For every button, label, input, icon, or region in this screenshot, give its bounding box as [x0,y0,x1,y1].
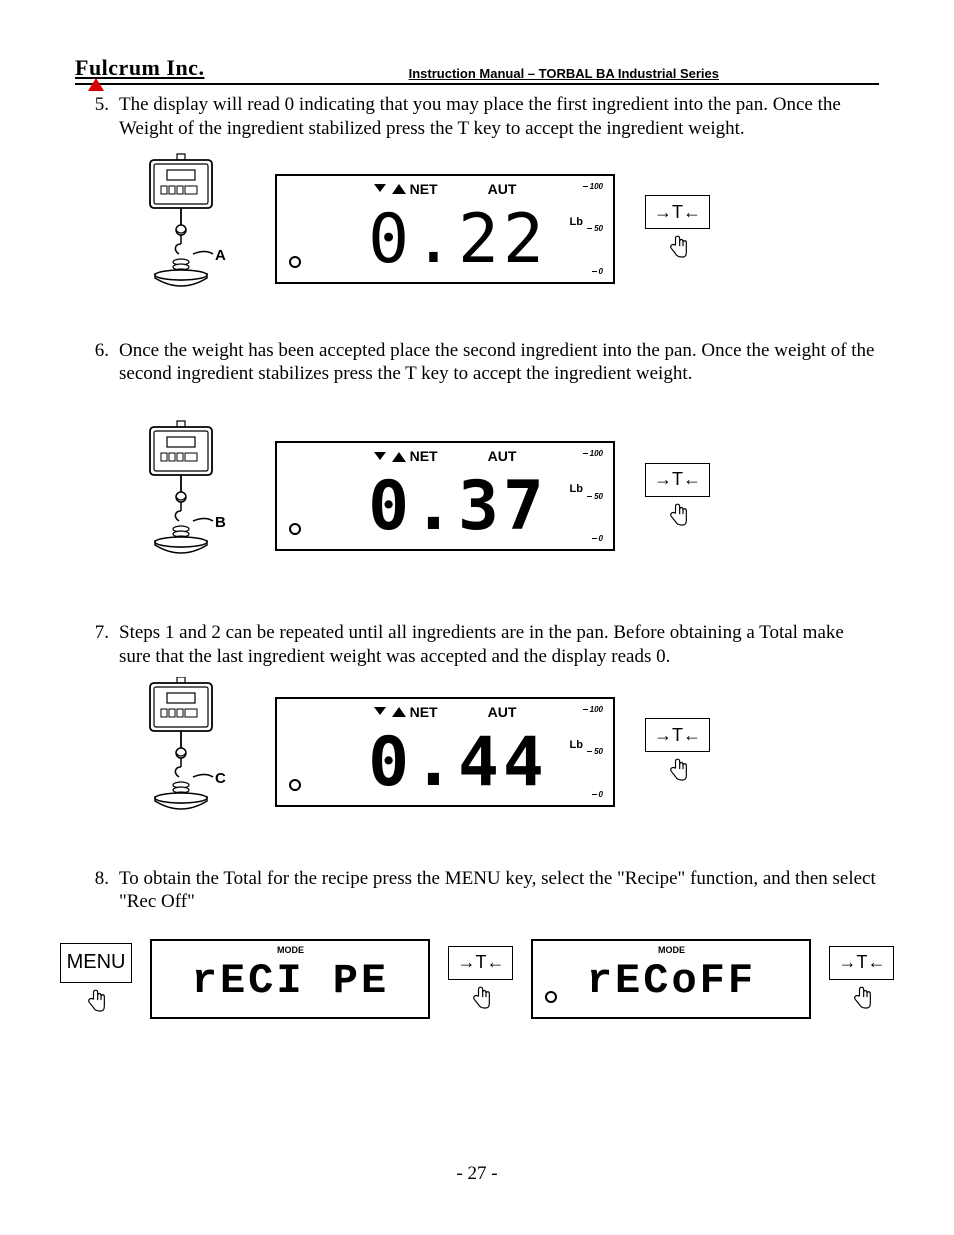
lcd-scale-bar: 100 50 0 [583,449,603,544]
step-text: Once the weight has been accepted place … [119,339,879,387]
lcd-display: NET AUT 100 50 0 Lb 0.22 [275,174,615,284]
lcd-display: MODE rECoFF [531,939,811,1019]
page-number: - 27 - [456,1163,497,1185]
press-hand-icon [466,983,496,1013]
stable-indicator-icon [289,779,301,791]
net-triangle-icon [392,707,406,717]
press-hand-icon [81,986,111,1016]
svg-text:0.22: 0.22 [368,204,548,274]
aut-label: AUT [488,181,517,199]
unit-label: Lb [570,739,583,753]
scale-label: B [215,514,226,531]
stable-triangle-icon [374,452,388,462]
aut-label: AUT [488,448,517,466]
lcd-display: NET AUT 100 50 0 Lb 0.37 [275,441,615,551]
press-hand-icon [663,755,693,785]
stable-triangle-icon [374,184,388,194]
stable-indicator-icon [545,991,557,1003]
menu-button[interactable]: MENU [60,943,133,983]
lcd-scale-bar: 100 50 0 [583,705,603,800]
step-number: 7. [75,621,119,669]
lcd-value: 0.44 [358,727,558,797]
marker-triangle-icon [88,78,104,91]
lcd-display: MODE rECI PE [150,939,430,1019]
lcd-menu-value: rECI PE [192,955,389,1008]
step-text: The display will read 0 indicating that … [119,93,879,141]
net-triangle-icon [392,452,406,462]
unit-label: Lb [570,483,583,497]
net-label: NET [410,448,438,466]
press-hand-icon [663,500,693,530]
lcd-display: NET AUT 100 50 0 Lb 0.44 [275,697,615,807]
svg-text:0.44: 0.44 [368,727,548,797]
press-hand-icon [663,232,693,262]
tare-button[interactable]: →T← [829,946,894,980]
lcd-menu-value: rECoFF [587,955,756,1008]
net-label: NET [410,704,438,722]
svg-text:0.37: 0.37 [368,471,548,541]
stable-indicator-icon [289,256,301,268]
tare-button[interactable]: →T← [645,463,710,497]
step-number: 5. [75,93,119,141]
scale-diagram-icon: A [135,149,245,309]
tare-button[interactable]: →T← [645,195,710,229]
lcd-value: 0.37 [358,471,558,541]
scale-diagram-icon: C [135,677,245,827]
scale-label: C [215,770,226,787]
manual-title: Instruction Manual – TORBAL BA Industria… [409,66,719,81]
aut-label: AUT [488,704,517,722]
lcd-value: 0.22 [358,204,558,274]
step-number: 6. [75,339,119,387]
step-text: To obtain the Total for the recipe press… [119,867,879,915]
stable-triangle-icon [374,707,388,717]
net-label: NET [410,181,438,199]
tare-button[interactable]: →T← [448,946,513,980]
step-number: 8. [75,867,119,915]
unit-label: Lb [570,216,583,230]
net-triangle-icon [392,184,406,194]
lcd-scale-bar: 100 50 0 [583,182,603,277]
press-hand-icon [847,983,877,1013]
tare-button[interactable]: →T← [645,718,710,752]
scale-label: A [215,247,226,264]
stable-indicator-icon [289,523,301,535]
scale-diagram-icon: B [135,416,245,576]
step-text: Steps 1 and 2 can be repeated until all … [119,621,879,669]
